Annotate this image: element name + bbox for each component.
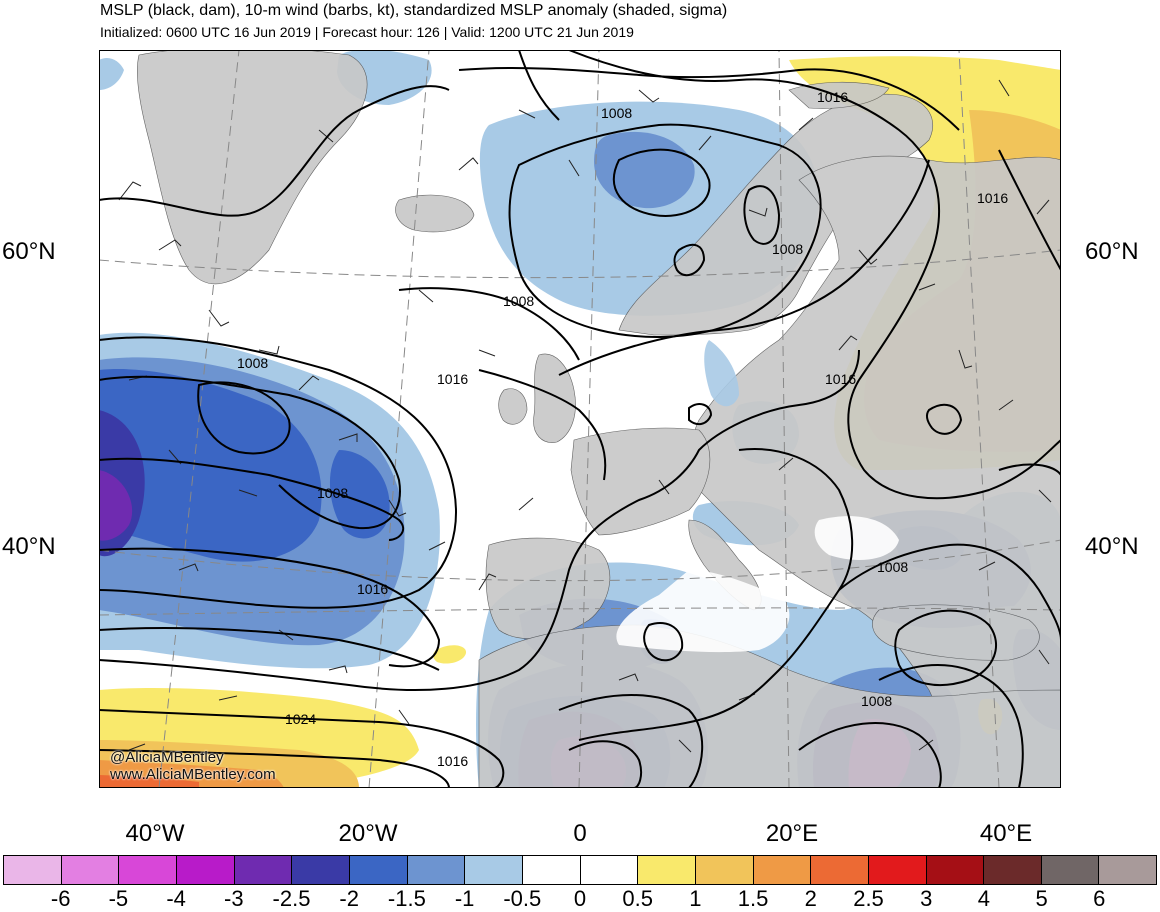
map-subtitle: Initialized: 0600 UTC 16 Jun 2019 | Fore… bbox=[100, 24, 634, 40]
baltic-sea bbox=[704, 340, 739, 407]
colorbar-swatch bbox=[1041, 856, 1100, 884]
lon-label-20w: 20°W bbox=[338, 820, 398, 847]
forecast-map: 1008 1016 1016 1008 1008 1008 1016 1016 … bbox=[99, 50, 1061, 788]
isobar-label: 1008 bbox=[237, 355, 268, 371]
colorbar-swatch bbox=[638, 856, 696, 884]
colorbar-swatch bbox=[234, 856, 293, 884]
isobar-label: 1008 bbox=[317, 485, 348, 501]
lat-label-60n-right: 60°N bbox=[1085, 238, 1139, 265]
isobar-label: 1016 bbox=[977, 190, 1008, 206]
colorbar-tick-label: -1 bbox=[454, 886, 475, 911]
isobar-label: 1024 bbox=[285, 711, 316, 727]
colorbar-tick-label: 0.5 bbox=[622, 886, 653, 911]
colorbar-tick-label: 5 bbox=[1035, 886, 1048, 911]
colorbar-tick-label: -3 bbox=[224, 886, 244, 911]
colorbar-tick-label: -4 bbox=[166, 886, 186, 911]
colorbar-tick-label: -1.5 bbox=[387, 886, 426, 911]
isobar-label: 1008 bbox=[877, 559, 908, 575]
black-sea bbox=[814, 516, 899, 560]
isobar-label: 1008 bbox=[503, 293, 534, 309]
isobar-label: 1016 bbox=[825, 371, 856, 387]
colorbar-tick-label: 6 bbox=[1093, 886, 1106, 911]
isobar-label: 1008 bbox=[772, 241, 803, 257]
colorbar-tick-label: 4 bbox=[977, 886, 991, 911]
lon-label-40w: 40°W bbox=[125, 820, 185, 847]
map-frame bbox=[99, 50, 1061, 788]
credit-handle: @AliciaMBentley bbox=[110, 749, 224, 766]
colorbar-swatch bbox=[926, 856, 985, 884]
lat-label-40n-left: 40°N bbox=[2, 533, 56, 560]
colorbar-swatch bbox=[119, 856, 177, 884]
lon-label-0: 0 bbox=[573, 820, 587, 847]
colorbar-tick-label: -0.5 bbox=[503, 886, 542, 911]
isobar-label: 1008 bbox=[861, 693, 892, 709]
colorbar-tick-label: 0 bbox=[573, 886, 587, 911]
colorbar-tick-label: 2 bbox=[804, 886, 817, 911]
colorbar-swatch bbox=[61, 856, 120, 884]
colorbar-tick-label: -5 bbox=[108, 886, 129, 911]
graticule bbox=[99, 50, 1061, 788]
isobar-label: 1016 bbox=[357, 581, 388, 597]
colorbar-tick-label: -6 bbox=[50, 886, 71, 911]
colorbar-swatch bbox=[176, 856, 235, 884]
colorbar-tick-label: 2.5 bbox=[853, 886, 884, 911]
colorbar-swatch bbox=[868, 856, 927, 884]
colorbar-swatch bbox=[292, 856, 350, 884]
isobar-label: 1016 bbox=[437, 371, 468, 387]
colorbar-swatch bbox=[1099, 856, 1157, 884]
isobars bbox=[99, 50, 1061, 788]
lon-label-20e: 20°E bbox=[765, 820, 819, 847]
credit-url: www.AliciaMBentley.com bbox=[110, 766, 276, 783]
lon-label-40e: 40°E bbox=[979, 820, 1033, 847]
colorbar-swatch bbox=[811, 856, 869, 884]
lat-label-60n-left: 60°N bbox=[2, 238, 56, 265]
colorbar-swatch bbox=[522, 856, 581, 884]
lat-label-40n-right: 40°N bbox=[1085, 533, 1139, 560]
colorbar-swatch bbox=[984, 856, 1042, 884]
colorbar-swatch bbox=[580, 856, 639, 884]
colorbar-swatch bbox=[407, 856, 466, 884]
colorbar-swatch bbox=[695, 856, 754, 884]
colorbar-tick-label: -2.5 bbox=[272, 886, 311, 911]
colorbar-swatch bbox=[349, 856, 408, 884]
colorbar-tick-label: 1 bbox=[689, 886, 702, 911]
isobar-label: 1016 bbox=[437, 753, 468, 769]
isobar-label: 1008 bbox=[601, 105, 632, 121]
mediterranean-sea bbox=[616, 570, 790, 653]
map-title: MSLP (black, dam), 10-m wind (barbs, kt)… bbox=[100, 2, 728, 19]
colorbar-swatch bbox=[465, 856, 523, 884]
colorbar-swatch bbox=[4, 856, 62, 884]
isobar-label: 1016 bbox=[817, 89, 848, 105]
colorbar-swatch bbox=[753, 856, 812, 884]
colorbar bbox=[3, 855, 1157, 885]
wind-barbs bbox=[118, 79, 1052, 753]
colorbar-tick-label: 1.5 bbox=[737, 886, 769, 911]
colorbar-tick-label: 3 bbox=[920, 886, 933, 911]
colorbar-tick-label: -2 bbox=[339, 886, 359, 911]
